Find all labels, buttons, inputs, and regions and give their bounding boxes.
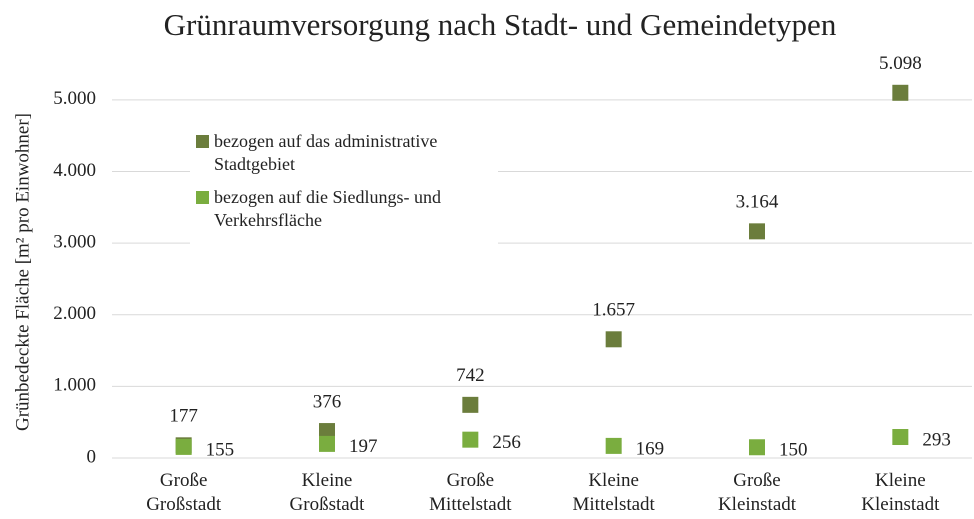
data-label: 293 [922, 429, 951, 450]
x-tick-line: Kleinstadt [861, 494, 940, 515]
marker [319, 423, 335, 440]
x-tick-line: Mittelstadt [429, 494, 512, 515]
data-label: 376 [313, 391, 342, 412]
x-tick-line: Mittelstadt [573, 494, 656, 515]
marker [605, 331, 622, 348]
y-tick-label: 3.000 [53, 231, 96, 252]
data-label: 5.098 [879, 53, 922, 74]
x-tick-line: Großstadt [146, 494, 222, 515]
data-label: 150 [779, 440, 808, 461]
x-tick-line: Große [733, 470, 780, 491]
x-tick-line: Kleine [875, 470, 926, 491]
marker [749, 223, 765, 240]
legend-text: bezogen auf das administrative Stadtgebi… [214, 131, 438, 174]
y-tick-label: 2.000 [53, 303, 96, 324]
data-label: 3.164 [736, 192, 779, 213]
x-tick-line: Große [160, 470, 207, 491]
y-tick-label: 5.000 [53, 88, 96, 109]
x-tick-line: Kleine [302, 470, 353, 491]
marker [605, 437, 622, 454]
chart-title: Grünraumversorgung nach Stadt- und Gemei… [164, 7, 837, 42]
data-label: 169 [636, 438, 665, 459]
y-axis-label: Grünbedeckte Fläche [m² pro Einwohner] [12, 113, 33, 431]
x-tick-line: Kleinstadt [718, 494, 797, 515]
x-tick-label: Große Mittelstadt [429, 470, 512, 515]
data-label: 256 [492, 432, 521, 453]
x-tick-line: Kleine [588, 470, 639, 491]
legend-swatch [196, 191, 209, 204]
data-label: 177 [169, 406, 198, 427]
data-label: 155 [206, 439, 235, 460]
marker [319, 435, 335, 452]
marker [892, 84, 909, 101]
x-tick-label: Kleine Mittelstadt [573, 470, 656, 515]
x-tick-line: Große [447, 470, 494, 491]
legend-entry: bezogen auf das administrative Stadtgebi… [194, 130, 494, 176]
data-label: 742 [456, 365, 485, 386]
y-tick-label: 1.000 [53, 375, 96, 396]
marker [749, 439, 765, 456]
y-tick-label: 4.000 [53, 160, 96, 181]
y-tick-label: 0 [87, 446, 97, 467]
marker [175, 438, 192, 455]
x-tick-label: Große Großstadt [146, 470, 222, 515]
legend: bezogen auf das administrative Stadtgebi… [190, 128, 498, 244]
marker [462, 396, 479, 413]
legend-entry: bezogen auf die Siedlungs- und Verkehrsf… [194, 186, 494, 232]
marker [892, 429, 909, 446]
data-label: 1.657 [592, 300, 635, 321]
x-tick-label: Kleine Großstadt [290, 470, 366, 515]
legend-text: bezogen auf die Siedlungs- und Verkehrsf… [214, 187, 441, 230]
marker [462, 431, 479, 448]
x-tick-label: Große Kleinstadt [718, 470, 797, 515]
legend-swatch [196, 135, 209, 148]
x-tick-line: Großstadt [290, 494, 366, 515]
data-label: 197 [349, 436, 378, 457]
x-tick-label: Kleine Kleinstadt [861, 470, 940, 515]
